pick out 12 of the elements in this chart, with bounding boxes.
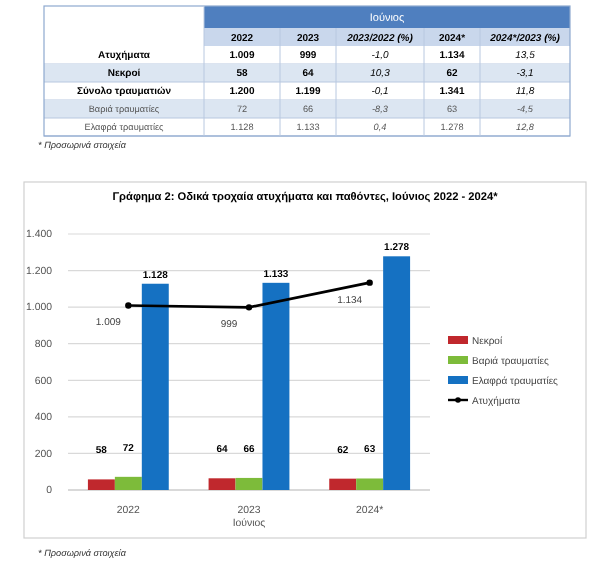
bar bbox=[235, 477, 263, 490]
point bbox=[245, 304, 253, 311]
point bbox=[366, 279, 373, 286]
bar bbox=[87, 479, 115, 490]
point bbox=[125, 302, 132, 309]
bar bbox=[329, 478, 357, 490]
bar bbox=[141, 283, 169, 490]
bar bbox=[208, 478, 236, 490]
bar bbox=[356, 478, 384, 490]
bar bbox=[262, 282, 290, 490]
bar bbox=[114, 476, 142, 490]
bar bbox=[383, 256, 411, 490]
